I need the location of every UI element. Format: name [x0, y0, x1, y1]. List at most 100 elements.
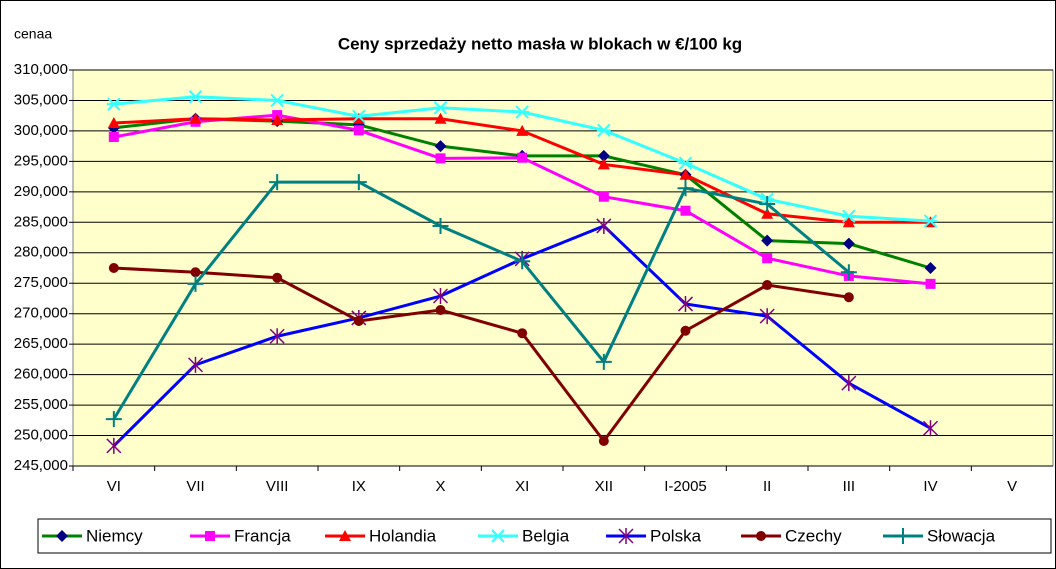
- marker: [435, 153, 446, 164]
- marker: [678, 156, 693, 170]
- marker: [352, 112, 365, 124]
- marker: [595, 353, 612, 370]
- legend-label: Polska: [650, 526, 702, 545]
- marker: [515, 105, 530, 119]
- legend-label: Holandia: [369, 526, 437, 545]
- marker: [762, 253, 773, 264]
- marker: [339, 530, 351, 541]
- marker: [434, 112, 447, 124]
- y-axis-label: cenaa: [14, 26, 52, 42]
- marker: [841, 209, 856, 223]
- marker: [270, 93, 285, 108]
- legend-label: Francja: [234, 526, 291, 545]
- marker: [187, 275, 204, 292]
- x-tick-label: III: [843, 478, 856, 495]
- marker: [679, 168, 692, 180]
- marker: [598, 191, 609, 202]
- x-tick-label: IX: [352, 478, 366, 495]
- x-tick-label: I-2005: [664, 478, 707, 495]
- marker: [680, 205, 691, 216]
- legend-label: Czechy: [785, 526, 842, 545]
- y-tick-label: 250,000: [14, 427, 68, 444]
- y-tick-label: 295,000: [14, 152, 68, 169]
- marker: [596, 217, 612, 234]
- marker: [491, 529, 505, 543]
- marker: [842, 237, 855, 250]
- marker: [432, 217, 449, 234]
- marker: [925, 278, 936, 289]
- marker: [187, 356, 204, 373]
- marker: [756, 531, 766, 541]
- marker: [516, 124, 529, 136]
- marker: [761, 207, 774, 219]
- marker: [517, 328, 528, 339]
- plot-area: [72, 69, 1054, 467]
- y-tick-label: 310,000: [14, 61, 68, 78]
- marker: [272, 272, 283, 283]
- chart-title: Ceny sprzedaży netto masła w blokach w €…: [338, 34, 742, 53]
- marker: [190, 267, 201, 278]
- marker: [762, 280, 773, 291]
- marker: [435, 305, 446, 316]
- marker: [843, 292, 854, 303]
- marker: [597, 149, 610, 162]
- marker: [922, 420, 939, 437]
- marker: [56, 530, 68, 542]
- marker: [514, 253, 531, 270]
- marker: [598, 436, 609, 447]
- y-tick-label: 255,000: [14, 396, 68, 413]
- marker: [759, 196, 776, 213]
- y-tick-label: 305,000: [14, 91, 68, 108]
- y-tick-label: 275,000: [14, 274, 68, 291]
- marker: [596, 123, 611, 138]
- y-tick-label: 245,000: [14, 457, 68, 474]
- marker: [269, 174, 286, 191]
- series-line: [113, 266, 850, 444]
- marker: [677, 295, 694, 312]
- y-tick-label: 265,000: [14, 335, 68, 352]
- x-tick-label: X: [435, 478, 445, 495]
- marker: [759, 308, 775, 325]
- marker: [432, 288, 449, 305]
- y-tick-label: 270,000: [14, 305, 68, 322]
- marker: [108, 132, 119, 143]
- y-tick-label: 280,000: [14, 244, 68, 261]
- marker: [350, 174, 367, 191]
- marker: [842, 216, 855, 228]
- y-tick-label: 290,000: [14, 183, 68, 200]
- x-tick-label: XII: [595, 478, 613, 495]
- marker: [105, 411, 122, 428]
- marker: [923, 214, 938, 228]
- marker: [106, 97, 121, 111]
- marker: [189, 112, 202, 124]
- marker: [188, 90, 203, 104]
- x-tick-label: V: [1007, 478, 1017, 495]
- x-tick-label: IV: [923, 478, 937, 495]
- marker: [680, 325, 691, 336]
- marker: [106, 437, 122, 454]
- marker: [677, 180, 694, 197]
- marker: [108, 263, 119, 273]
- marker: [597, 158, 610, 170]
- marker: [840, 264, 857, 281]
- marker: [353, 125, 364, 136]
- marker: [205, 531, 215, 541]
- marker: [895, 528, 911, 544]
- legend-label: Belgia: [522, 526, 570, 545]
- x-tick-label: VI: [107, 478, 121, 495]
- marker: [841, 375, 857, 392]
- marker: [433, 101, 448, 115]
- legend-label: Słowacja: [927, 526, 996, 545]
- marker: [924, 262, 937, 274]
- marker: [353, 316, 364, 327]
- marker: [107, 117, 120, 129]
- x-tick-label: VII: [186, 478, 204, 495]
- x-tick-label: VIII: [266, 478, 289, 495]
- marker: [271, 113, 284, 125]
- y-tick-label: 300,000: [14, 122, 68, 139]
- marker: [351, 109, 366, 124]
- marker: [269, 328, 285, 345]
- series-line: [112, 180, 850, 420]
- x-tick-label: XI: [515, 478, 529, 495]
